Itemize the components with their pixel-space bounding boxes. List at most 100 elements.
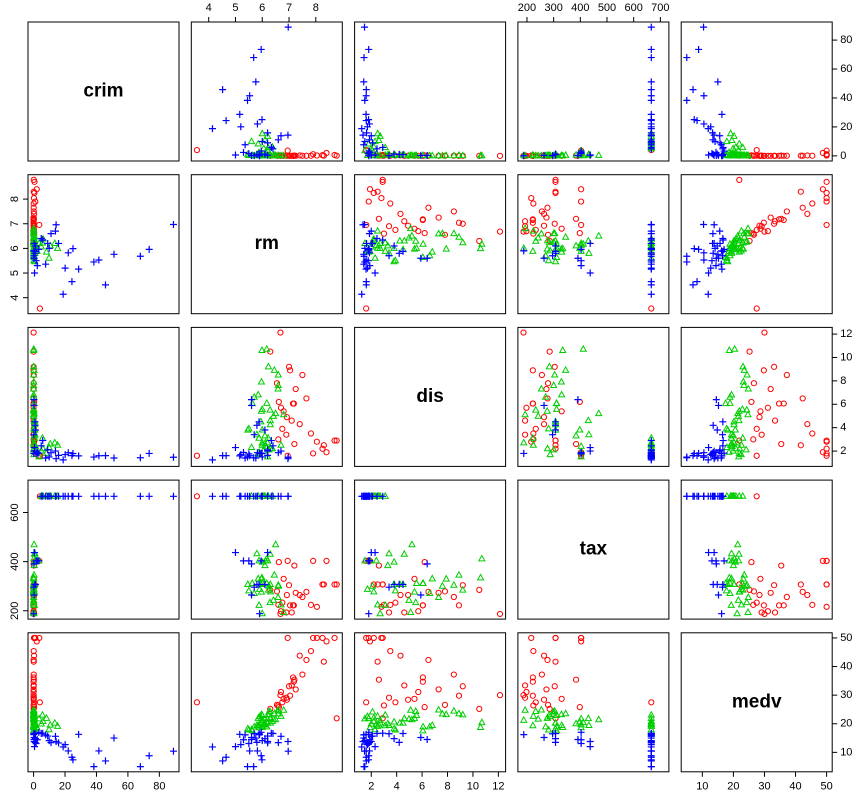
point bbox=[331, 151, 338, 159]
point bbox=[30, 401, 38, 409]
x-tick-label: 40 bbox=[789, 781, 801, 793]
point bbox=[557, 151, 566, 159]
point bbox=[257, 557, 265, 565]
point bbox=[709, 249, 717, 257]
panel-frame bbox=[517, 21, 670, 162]
point bbox=[359, 221, 367, 229]
point bbox=[704, 456, 712, 464]
point bbox=[748, 559, 755, 566]
point bbox=[419, 674, 426, 681]
point bbox=[719, 418, 727, 426]
point bbox=[68, 753, 76, 761]
point bbox=[727, 150, 736, 158]
point bbox=[387, 200, 394, 207]
point bbox=[237, 741, 245, 749]
point bbox=[557, 244, 566, 252]
point bbox=[258, 609, 267, 617]
point bbox=[110, 734, 118, 742]
point bbox=[395, 580, 404, 587]
point bbox=[29, 598, 38, 606]
point bbox=[744, 229, 753, 237]
point bbox=[373, 145, 381, 153]
point bbox=[365, 610, 373, 618]
point bbox=[267, 437, 275, 445]
point bbox=[362, 117, 370, 125]
point bbox=[395, 249, 403, 257]
y-tick-label: 200 bbox=[9, 602, 21, 620]
point bbox=[546, 450, 555, 458]
point bbox=[683, 96, 691, 104]
point bbox=[408, 540, 416, 548]
point bbox=[390, 243, 398, 251]
panel-frame bbox=[517, 174, 670, 315]
point bbox=[561, 709, 570, 717]
x-tick-label: 50 bbox=[820, 781, 832, 793]
point bbox=[222, 492, 230, 500]
point bbox=[529, 440, 538, 448]
point bbox=[719, 252, 727, 260]
y-tick-label: 8 bbox=[9, 196, 21, 202]
point bbox=[247, 137, 256, 145]
point bbox=[51, 227, 59, 235]
point bbox=[585, 430, 593, 438]
point bbox=[823, 603, 830, 610]
point bbox=[780, 400, 787, 407]
point bbox=[32, 198, 39, 205]
point bbox=[169, 492, 177, 500]
point bbox=[364, 257, 372, 265]
point bbox=[373, 729, 381, 737]
x-tick-label: 12 bbox=[492, 781, 504, 793]
point bbox=[434, 229, 443, 237]
point bbox=[719, 442, 727, 450]
point bbox=[254, 574, 263, 582]
point bbox=[46, 439, 55, 447]
point bbox=[737, 450, 746, 458]
point bbox=[434, 593, 443, 600]
point bbox=[245, 586, 253, 594]
point bbox=[64, 747, 72, 755]
point bbox=[376, 718, 384, 726]
point bbox=[756, 414, 763, 421]
point bbox=[727, 574, 736, 582]
x-tick-label: 10 bbox=[696, 781, 708, 793]
point bbox=[273, 380, 281, 387]
point bbox=[399, 247, 407, 255]
x-tick-label: 20 bbox=[59, 781, 71, 793]
point bbox=[136, 763, 144, 771]
point bbox=[35, 728, 43, 736]
point bbox=[647, 96, 655, 104]
point bbox=[423, 560, 431, 568]
point bbox=[538, 371, 546, 379]
point bbox=[780, 602, 787, 609]
point bbox=[289, 400, 297, 407]
point bbox=[29, 346, 38, 353]
panel-frame bbox=[680, 479, 833, 620]
point bbox=[284, 131, 292, 139]
point bbox=[275, 559, 282, 566]
point bbox=[544, 656, 551, 664]
point bbox=[248, 401, 256, 409]
point bbox=[809, 200, 816, 207]
point bbox=[690, 245, 698, 253]
point bbox=[392, 599, 399, 606]
point bbox=[730, 344, 739, 352]
variable-label: tax bbox=[580, 539, 608, 560]
point bbox=[42, 247, 51, 255]
point bbox=[549, 709, 558, 717]
point bbox=[647, 729, 655, 737]
point bbox=[552, 151, 560, 159]
point bbox=[45, 737, 53, 745]
point bbox=[753, 226, 760, 234]
point bbox=[543, 713, 552, 721]
point bbox=[522, 431, 529, 438]
point bbox=[381, 246, 390, 254]
point bbox=[412, 579, 421, 586]
point bbox=[534, 233, 543, 241]
point bbox=[799, 204, 806, 211]
point bbox=[33, 262, 41, 270]
point bbox=[799, 152, 806, 159]
point bbox=[376, 715, 384, 723]
point bbox=[284, 634, 291, 642]
point bbox=[284, 492, 292, 500]
point bbox=[385, 730, 393, 738]
